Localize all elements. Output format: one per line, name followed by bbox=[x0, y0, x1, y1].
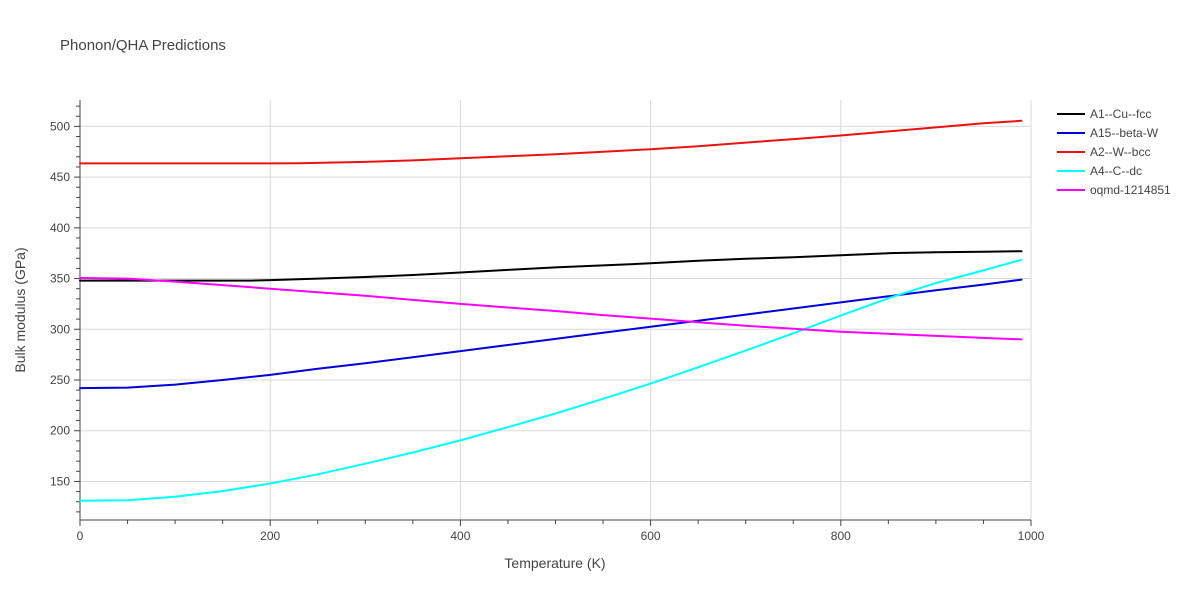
legend-item-0[interactable]: A1--Cu--fcc bbox=[1057, 107, 1151, 121]
legend-label: A1--Cu--fcc bbox=[1090, 107, 1151, 121]
grid-layer bbox=[80, 100, 1032, 520]
y-tick-label: 450 bbox=[50, 170, 70, 184]
x-tick-label: 800 bbox=[831, 529, 851, 543]
legend-item-2[interactable]: A2--W--bcc bbox=[1057, 145, 1150, 159]
series-line-4 bbox=[79, 277, 1023, 341]
x-tick-label: 0 bbox=[77, 529, 84, 543]
chart-title: Phonon/QHA Predictions bbox=[60, 37, 226, 54]
x-tick-label: 400 bbox=[450, 529, 470, 543]
legend-label: oqmd-1214851 bbox=[1090, 183, 1171, 197]
series-line-2 bbox=[79, 119, 1023, 165]
series-line-3 bbox=[79, 258, 1023, 502]
x-tick-label: 600 bbox=[641, 529, 661, 543]
axes-layer: 0 200 400 600 800 1000 150 200 250 300 350 400 450 50… bbox=[50, 100, 1045, 543]
x-tick-label: 200 bbox=[260, 529, 280, 543]
legend-label: A2--W--bcc bbox=[1090, 145, 1150, 159]
x-tick-label: 1000 bbox=[1018, 529, 1045, 543]
y-tick-label: 200 bbox=[50, 424, 70, 438]
y-tick-label: 350 bbox=[50, 272, 70, 286]
legend-item-3[interactable]: A4--C--dc bbox=[1057, 164, 1142, 178]
legend-item-1[interactable]: A15--beta-W bbox=[1057, 126, 1159, 140]
series-line-0 bbox=[79, 250, 1023, 282]
legend-label: A15--beta-W bbox=[1090, 126, 1159, 140]
y-tick-label: 150 bbox=[50, 474, 70, 488]
legend-item-4[interactable]: oqmd-1214851 bbox=[1057, 183, 1171, 197]
y-tick-label: 400 bbox=[50, 221, 70, 235]
y-tick-label: 300 bbox=[50, 322, 70, 336]
y-tick-label: 500 bbox=[50, 119, 70, 133]
legend-label: A4--C--dc bbox=[1090, 164, 1142, 178]
x-axis-title: Temperature (K) bbox=[504, 555, 605, 571]
legend[interactable]: A1--Cu--fcc A15--beta-W A2--W--bcc A4--C--d… bbox=[1057, 107, 1171, 197]
y-tick-label: 250 bbox=[50, 373, 70, 387]
y-axis-title: Bulk modulus (GPa) bbox=[12, 247, 28, 372]
series-layer bbox=[79, 119, 1023, 502]
series-line-1 bbox=[79, 278, 1023, 390]
